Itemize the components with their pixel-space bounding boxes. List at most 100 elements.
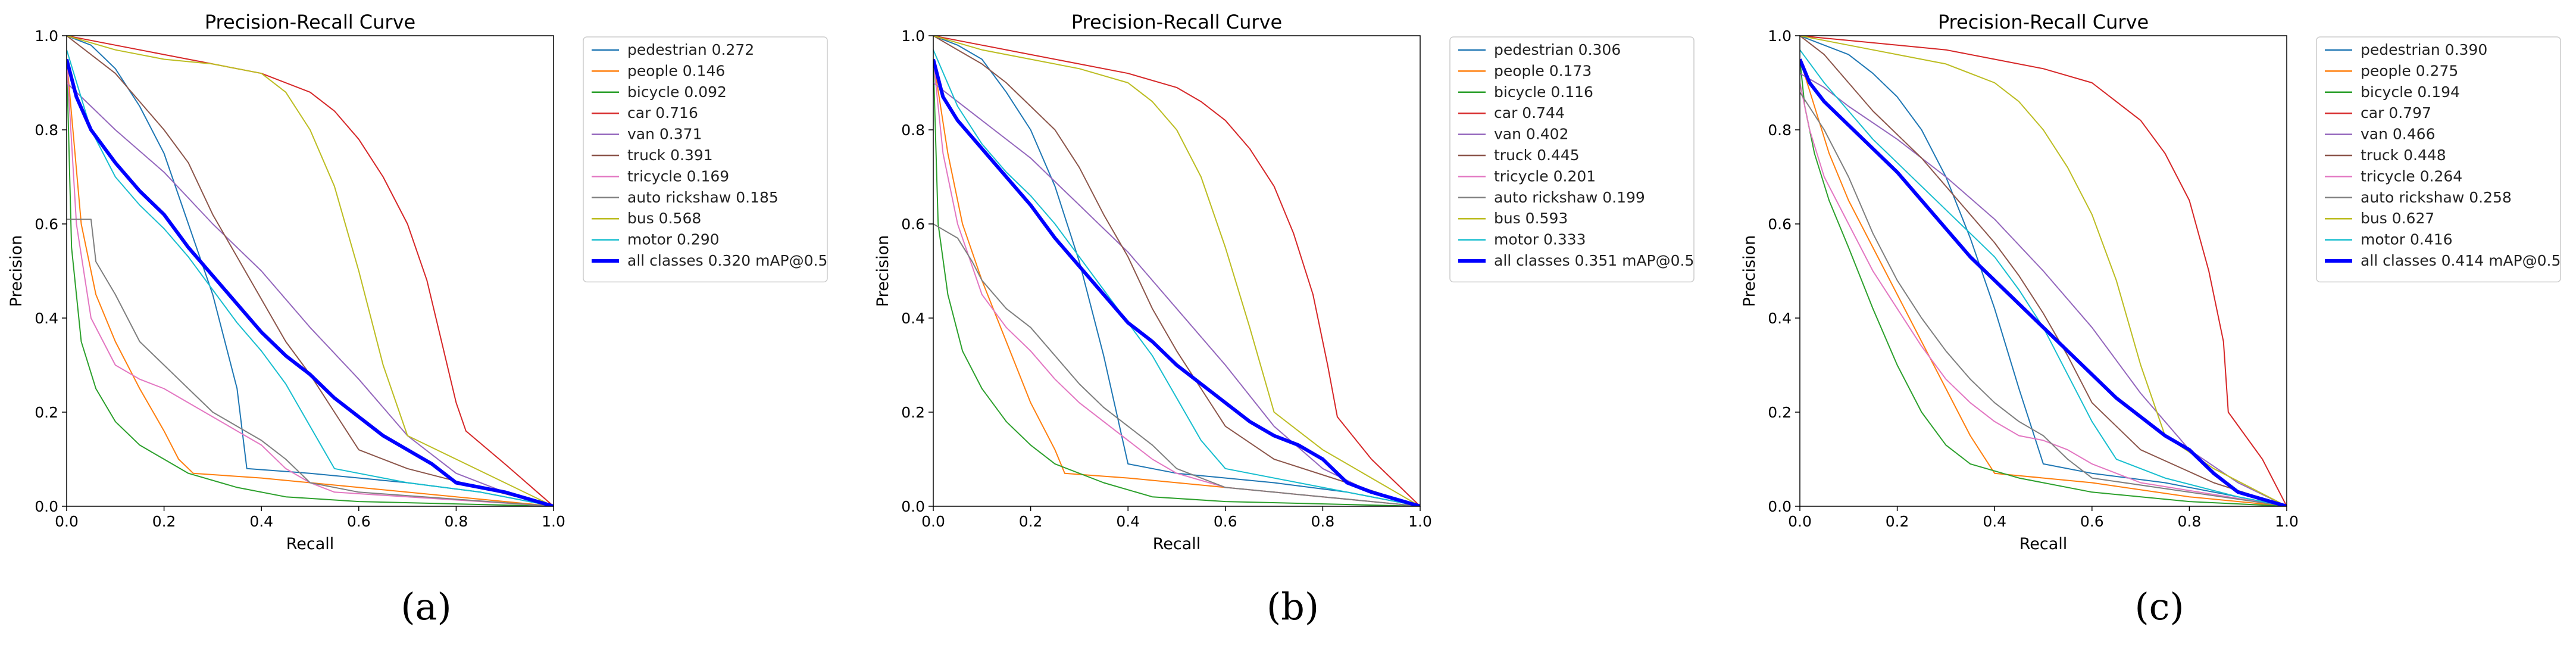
x-tick-label: 0.0: [921, 513, 945, 530]
plot-frame: [1799, 35, 2287, 507]
chart-panel: Precision-Recall Curve 0.0 0.2 0.4 0.6 0.8 1.0…: [7, 11, 828, 553]
y-tick-label: 1.0: [35, 27, 58, 45]
series-line-all-classes: [1800, 58, 2287, 506]
legend-label: tricycle 0.264: [2361, 167, 2462, 185]
series-line-people: [1800, 59, 2287, 506]
x-tick-label: 0.4: [1983, 513, 2006, 530]
x-tick-label: 1.0: [1408, 513, 1432, 530]
series-line-car: [933, 36, 1420, 506]
y-tick-label: 0.8: [1768, 122, 1792, 139]
series-line-bicycle: [1800, 59, 2287, 506]
y-axis-label: Precision: [874, 235, 892, 307]
legend-label: people 0.173: [1494, 62, 1592, 79]
series-line-bus: [1800, 36, 2287, 506]
legend-box: [583, 36, 828, 283]
legend-label: truck 0.448: [2361, 147, 2446, 164]
x-tick-label: 0.8: [445, 513, 468, 530]
x-tick-label: 0.2: [1019, 513, 1043, 530]
plot-frame: [66, 35, 554, 507]
series-line-all-classes: [933, 58, 1420, 506]
legend-label: bus 0.627: [2361, 210, 2434, 227]
y-tick-label: 0.0: [35, 498, 58, 515]
series-line-all-classes: [67, 58, 554, 506]
x-tick-label: 0.2: [1886, 513, 1909, 530]
x-axis-label: Recall: [2019, 535, 2068, 553]
series-line-truck: [1800, 36, 2287, 506]
series-line-tricycle: [67, 59, 554, 506]
x-tick-label: 0.6: [347, 513, 371, 530]
y-tick-label: 0.8: [35, 122, 58, 139]
series-line-pedestrian: [1800, 36, 2287, 506]
legend-label: bus 0.593: [1494, 210, 1568, 227]
chart-title: Precision-Recall Curve: [205, 11, 415, 33]
y-tick-label: 0.2: [1768, 404, 1792, 421]
y-tick-label: 0.2: [901, 404, 925, 421]
x-tick-label: 0.6: [1214, 513, 1237, 530]
legend-label: all classes 0.351 mAP@0.5: [1494, 252, 1694, 269]
plot-frame: [933, 35, 1421, 507]
legend-label: pedestrian 0.306: [1494, 41, 1621, 58]
series-line-people: [67, 59, 554, 506]
series-line-pedestrian: [933, 36, 1420, 506]
x-tick-label: 0.6: [2080, 513, 2104, 530]
legend-box: [2316, 36, 2561, 283]
x-tick-label: 1.0: [542, 513, 565, 530]
legend-label: auto rickshaw 0.258: [2361, 189, 2512, 206]
legend-label: van 0.371: [627, 126, 702, 143]
x-axis-label: Recall: [1153, 535, 1201, 553]
y-tick-label: 0.4: [1768, 310, 1792, 327]
caption-b: (b): [1267, 585, 1319, 628]
series-line-auto-rickshaw: [933, 223, 1420, 506]
series-line-truck: [67, 36, 554, 506]
y-tick-label: 0.8: [901, 122, 925, 139]
series-line-auto-rickshaw: [1800, 92, 2287, 506]
y-tick-label: 1.0: [1768, 27, 1792, 45]
legend-label: truck 0.445: [1494, 147, 1580, 164]
legend-label: pedestrian 0.390: [2361, 41, 2487, 58]
series-line-truck: [933, 36, 1420, 506]
legend-label: auto rickshaw 0.185: [627, 189, 779, 206]
x-tick-label: 1.0: [2275, 513, 2299, 530]
legend-label: people 0.275: [2361, 62, 2458, 79]
y-tick-label: 0.6: [901, 216, 925, 233]
x-tick-label: 0.8: [2178, 513, 2202, 530]
series-line-van: [67, 82, 554, 506]
x-tick-label: 0.8: [1311, 513, 1335, 530]
x-tick-label: 0.4: [249, 513, 273, 530]
legend-label: all classes 0.414 mAP@0.5: [2361, 252, 2561, 269]
legend-label: bicycle 0.194: [2361, 83, 2460, 101]
legend-label: bicycle 0.092: [627, 83, 727, 101]
legend-label: bus 0.568: [627, 210, 701, 227]
series-line-auto-rickshaw: [67, 219, 554, 506]
series-line-car: [1800, 36, 2287, 506]
x-axis-label: Recall: [286, 535, 334, 553]
legend-label: tricycle 0.169: [627, 167, 729, 185]
series-line-bus: [933, 36, 1420, 506]
series-line-motor: [67, 49, 554, 506]
series-line-van: [933, 82, 1420, 506]
x-tick-label: 0.0: [1788, 513, 1812, 530]
x-tick-label: 0.0: [55, 513, 79, 530]
legend-label: van 0.402: [1494, 126, 1568, 143]
legend-label: motor 0.416: [2361, 231, 2453, 248]
legend-label: bicycle 0.116: [1494, 83, 1593, 101]
chart-title: Precision-Recall Curve: [1071, 11, 1282, 33]
legend-label: pedestrian 0.272: [627, 41, 754, 58]
y-tick-label: 0.2: [35, 404, 58, 421]
chart-title: Precision-Recall Curve: [1938, 11, 2149, 33]
y-tick-label: 0.6: [35, 216, 58, 233]
y-axis-label: Precision: [1740, 235, 1759, 307]
series-line-motor: [1800, 49, 2287, 506]
chart-panel: Precision-Recall Curve 0.0 0.2 0.4 0.6 0.8 1.0…: [1740, 11, 2561, 553]
legend-label: tricycle 0.201: [1494, 167, 1596, 185]
legend-label: car 0.716: [627, 104, 698, 122]
legend-label: auto rickshaw 0.199: [1494, 189, 1645, 206]
y-tick-label: 0.0: [901, 498, 925, 515]
y-tick-label: 0.6: [1768, 216, 1792, 233]
series-line-bus: [67, 36, 554, 506]
legend-label: all classes 0.320 mAP@0.5: [627, 252, 827, 269]
series-line-bicycle: [67, 59, 554, 506]
y-tick-label: 0.4: [35, 310, 58, 327]
legend-label: motor 0.333: [1494, 231, 1586, 248]
